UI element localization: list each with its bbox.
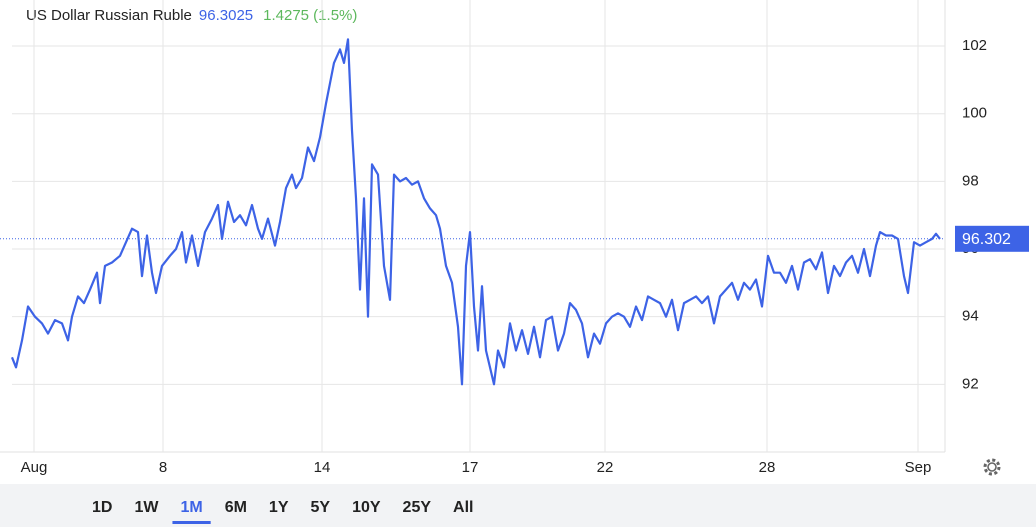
last-price-box <box>955 225 1029 252</box>
range-button[interactable]: 1Y <box>269 499 289 516</box>
range-bar <box>0 484 1036 527</box>
header-price: 96.3025 <box>199 7 253 24</box>
x-tick-label: 28 <box>759 459 776 476</box>
range-button[interactable]: 5Y <box>311 499 331 516</box>
x-tick-label: 17 <box>462 459 479 476</box>
last-price-label: 96.302 <box>962 231 1011 248</box>
active-range-underline <box>172 521 211 524</box>
y-tick-label: 98 <box>962 172 979 189</box>
settings-icon[interactable] <box>983 458 1001 476</box>
y-tick-label: 94 <box>962 308 979 325</box>
y-tick-label: 102 <box>962 37 987 54</box>
x-tick-label: Aug <box>21 459 48 476</box>
header-change: 1.4275 (1.5%) <box>263 7 357 24</box>
x-tick-label: 14 <box>314 459 331 476</box>
x-tick-label: 8 <box>159 459 167 476</box>
range-button[interactable]: 25Y <box>403 499 432 516</box>
x-tick-label: Sep <box>905 459 932 476</box>
range-button[interactable]: 10Y <box>352 499 381 516</box>
range-button[interactable]: 1M <box>180 499 202 516</box>
range-button[interactable]: 6M <box>225 499 247 516</box>
y-tick-label: 92 <box>962 375 979 392</box>
range-button[interactable]: 1W <box>134 499 159 516</box>
range-button[interactable]: All <box>453 499 473 516</box>
range-button[interactable]: 1D <box>92 499 112 516</box>
price-line <box>10 38 941 386</box>
chart-title: US Dollar Russian Ruble <box>26 7 192 24</box>
x-tick-label: 22 <box>597 459 614 476</box>
y-tick-label: 100 <box>962 105 987 122</box>
